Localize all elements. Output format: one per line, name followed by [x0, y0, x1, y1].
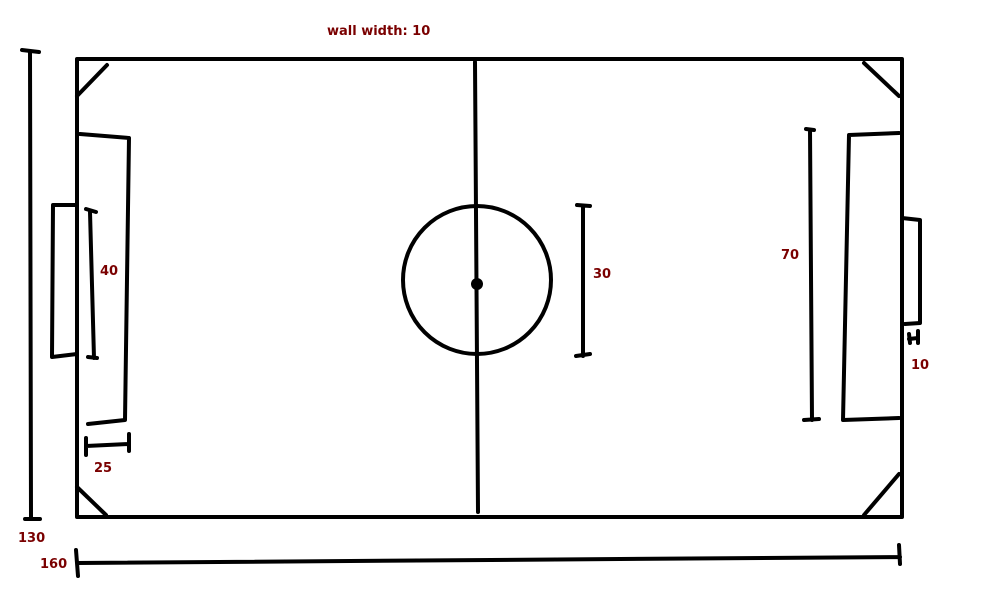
corner-top-right — [862, 61, 901, 98]
left-goal-area — [78, 132, 131, 426]
goal-depth-left-dimension — [84, 432, 131, 457]
penalty-area-dimension — [802, 127, 821, 422]
goal-depth-right-label: 10 — [911, 358, 929, 373]
center-circle-dimension — [574, 203, 592, 358]
field-length-dimension — [74, 543, 902, 578]
penalty-area-label: 70 — [781, 248, 799, 263]
left-goal — [50, 203, 79, 359]
center-circle-label: 30 — [593, 267, 611, 282]
center-spot — [471, 278, 483, 290]
field-length-label: 160 — [40, 557, 67, 572]
corner-top-left — [75, 63, 109, 98]
right-penalty-area — [841, 131, 901, 422]
goal-depth-right-dimension — [907, 329, 920, 345]
goal-depth-left-label: 25 — [94, 461, 112, 476]
goal-width-label: 40 — [100, 264, 118, 279]
wall-width-label: wall width: 10 — [327, 24, 430, 39]
corner-bottom-right — [862, 472, 901, 517]
right-goal — [900, 216, 922, 326]
field-width-dimension — [20, 48, 42, 521]
field-boundary — [75, 57, 904, 519]
goal-width-dimension — [84, 207, 99, 360]
field-width-label: 130 — [18, 531, 45, 546]
corner-bottom-left — [75, 485, 108, 517]
center-circle — [401, 204, 553, 356]
